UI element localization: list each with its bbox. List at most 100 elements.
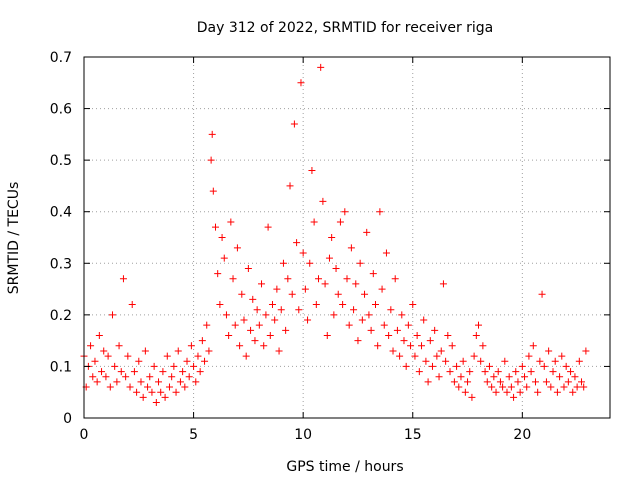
- data-point: [488, 383, 496, 391]
- data-point: [510, 393, 518, 401]
- data-point: [304, 316, 312, 324]
- data-point: [126, 383, 134, 391]
- data-point: [308, 166, 316, 174]
- data-point: [361, 290, 369, 298]
- data-point: [422, 357, 430, 365]
- data-point: [350, 306, 358, 314]
- data-point: [139, 393, 147, 401]
- data-point: [190, 362, 198, 370]
- data-point: [507, 383, 515, 391]
- data-point: [159, 368, 167, 376]
- x-tick-label: 10: [294, 427, 312, 443]
- data-point: [389, 347, 397, 355]
- data-point: [174, 347, 182, 355]
- data-point: [536, 357, 544, 365]
- data-point: [325, 254, 333, 262]
- data-point: [194, 352, 202, 360]
- data-point: [573, 383, 581, 391]
- data-point: [415, 368, 423, 376]
- data-point: [499, 383, 507, 391]
- data-point: [89, 373, 97, 381]
- data-point: [521, 373, 529, 381]
- chart-title: Day 312 of 2022, SRMTID for receiver rig…: [197, 20, 494, 36]
- data-point: [297, 79, 305, 87]
- data-point: [501, 357, 509, 365]
- data-point: [301, 285, 309, 293]
- data-point: [104, 352, 112, 360]
- data-point: [450, 378, 458, 386]
- data-point: [475, 321, 482, 329]
- data-point: [358, 316, 366, 324]
- data-point: [187, 342, 195, 350]
- y-tick-label: 0.4: [50, 205, 72, 221]
- y-tick-label: 0.2: [50, 308, 72, 324]
- data-point: [553, 388, 561, 396]
- data-point: [266, 331, 274, 339]
- y-tick-label: 0.1: [50, 359, 72, 375]
- data-point: [238, 290, 246, 298]
- data-point: [244, 264, 252, 272]
- data-point: [345, 321, 353, 329]
- data-point: [201, 357, 209, 365]
- data-point: [236, 342, 244, 350]
- data-point: [444, 331, 452, 339]
- data-point: [407, 342, 415, 350]
- data-point: [161, 393, 169, 401]
- y-tick-label: 0.5: [50, 153, 72, 169]
- data-point: [91, 357, 99, 365]
- data-point: [558, 352, 566, 360]
- data-point: [393, 326, 401, 334]
- data-point: [347, 244, 355, 252]
- data-point: [222, 311, 230, 319]
- axis-ticks: [83, 56, 610, 419]
- data-point: [446, 368, 454, 376]
- data-point: [310, 218, 318, 226]
- data-point: [334, 290, 342, 298]
- data-point: [523, 383, 531, 391]
- data-point: [466, 368, 474, 376]
- data-point: [428, 362, 436, 370]
- data-point: [332, 264, 340, 272]
- y-axis-label: SRMTID / TECUs: [6, 182, 22, 295]
- data-point: [391, 275, 399, 283]
- data-point: [299, 249, 307, 257]
- data-point: [367, 326, 375, 334]
- data-point: [205, 347, 213, 355]
- x-axis-label: GPS time / hours: [286, 459, 403, 475]
- x-tick-label: 0: [80, 427, 89, 443]
- data-point: [100, 347, 108, 355]
- y-tick-labels: 0 0.1 0.2 0.3 0.4 0.5 0.6 0.7: [50, 50, 72, 427]
- data-point: [253, 306, 261, 314]
- data-point: [148, 388, 156, 396]
- data-point: [247, 326, 255, 334]
- data-point: [477, 357, 485, 365]
- data-point: [453, 362, 461, 370]
- data-point: [339, 301, 347, 309]
- data-point: [404, 321, 412, 329]
- data-point: [87, 342, 95, 350]
- data-point: [108, 311, 116, 319]
- data-point: [567, 368, 575, 376]
- y-tick-label: 0.3: [50, 256, 72, 272]
- data-point: [376, 208, 384, 216]
- data-point: [442, 357, 450, 365]
- data-point: [277, 306, 285, 314]
- data-point: [551, 357, 559, 365]
- data-point: [220, 254, 228, 262]
- data-point: [144, 383, 152, 391]
- data-point: [352, 280, 360, 288]
- data-point: [157, 388, 165, 396]
- data-point: [437, 347, 445, 355]
- data-point: [275, 347, 283, 355]
- data-point: [273, 285, 281, 293]
- data-point: [106, 383, 114, 391]
- data-point: [542, 378, 550, 386]
- data-point: [128, 301, 136, 309]
- data-point: [400, 337, 408, 345]
- data-point: [426, 337, 434, 345]
- data-point: [137, 378, 145, 386]
- data-point: [560, 383, 568, 391]
- data-point: [258, 280, 266, 288]
- data-point: [179, 368, 187, 376]
